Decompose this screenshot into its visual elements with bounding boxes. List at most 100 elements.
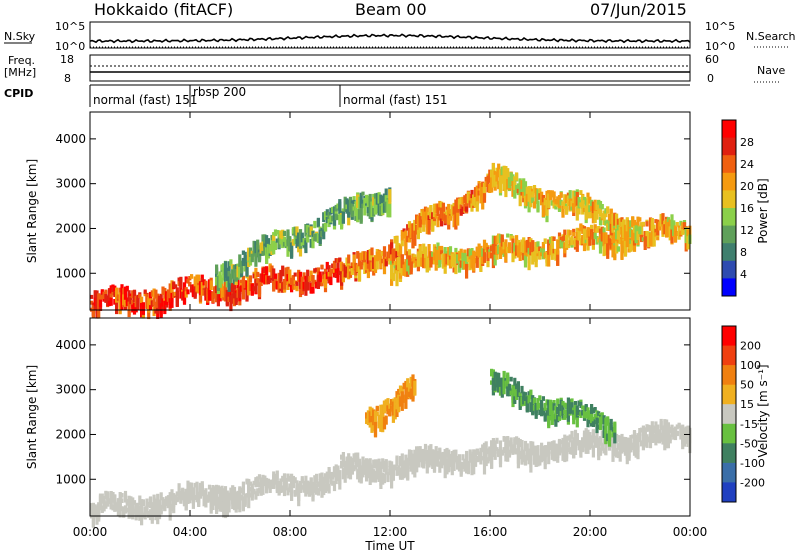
scatter-cell — [415, 225, 419, 235]
scatter-cell — [404, 454, 408, 467]
scatter-cell — [531, 191, 535, 198]
scatter-cell — [604, 232, 608, 244]
scatter-cell — [231, 488, 235, 505]
scatter-cell — [565, 194, 569, 204]
scatter-cell — [575, 240, 579, 252]
scatter-cell — [598, 201, 603, 210]
scatter-cell — [473, 197, 478, 208]
scatter-cell — [493, 252, 497, 266]
scatter-cell — [595, 211, 599, 220]
scatter-cell — [390, 242, 394, 256]
scatter-cell — [590, 413, 594, 424]
scatter-cell — [375, 459, 379, 467]
scatter-cell — [327, 265, 331, 272]
scatter-cell — [518, 450, 522, 459]
scatter-cell — [322, 212, 326, 222]
scatter-cell — [323, 222, 328, 232]
scatter-cell — [272, 268, 276, 281]
scatter-cell — [543, 402, 547, 411]
colorbar-frame — [721, 325, 737, 503]
scatter-cell — [413, 219, 417, 235]
scatter-cell — [331, 215, 335, 222]
scatter-cell — [622, 232, 626, 246]
scatter-cell — [525, 186, 529, 200]
scatter-cell — [563, 198, 567, 205]
scatter-cell — [604, 211, 608, 218]
scatter-cell — [332, 480, 337, 492]
scatter-cell — [222, 263, 226, 270]
scatter-cell — [686, 425, 690, 435]
scatter-cell — [282, 230, 287, 236]
scatter-cell — [457, 198, 462, 206]
scatter-cell — [220, 485, 224, 501]
scatter-cell — [257, 282, 262, 298]
scatter-cell — [557, 239, 562, 249]
scatter-cell — [495, 439, 499, 444]
scatter-cell — [434, 213, 438, 219]
scatter-cell — [236, 499, 240, 510]
scatter-cell — [118, 492, 122, 507]
scatter-cell — [540, 448, 544, 456]
scatter-cell — [452, 214, 456, 228]
scatter-cell — [345, 257, 349, 265]
scatter-cell — [459, 197, 463, 204]
scatter-cell — [232, 265, 237, 280]
scatter-cell — [577, 199, 581, 209]
scatter-cell — [366, 195, 370, 208]
scatter-cell — [382, 473, 387, 484]
scatter-cell — [256, 488, 260, 497]
scatter-cell — [343, 468, 347, 483]
scatter-cell — [415, 260, 419, 267]
scatter-cell — [331, 206, 335, 213]
scatter-cell — [209, 500, 213, 514]
scatter-cell — [673, 225, 678, 237]
scatter-cell — [645, 221, 649, 227]
scatter-cell — [656, 430, 660, 438]
scatter-cell — [165, 497, 169, 503]
scatter-cell — [395, 270, 399, 287]
scatter-cell — [382, 203, 387, 213]
scatter-cell — [377, 203, 381, 216]
nsky-label: N.Sky — [4, 30, 36, 43]
scatter-cell — [379, 254, 383, 264]
scatter-cell — [632, 225, 637, 233]
scatter-cell — [466, 248, 470, 257]
scatter-cell — [623, 224, 628, 241]
scatter-cell — [266, 482, 270, 489]
scatter-cell — [265, 235, 269, 251]
scatter-cell — [475, 247, 479, 260]
scatter-cell — [298, 287, 303, 298]
scatter-cell — [322, 278, 326, 284]
scatter-cell — [275, 482, 279, 494]
scatter-cell — [423, 256, 428, 269]
scatter-cell — [527, 391, 531, 400]
scatter-cell — [359, 261, 363, 270]
scatter-cell — [241, 280, 245, 295]
scatter-cell — [206, 288, 210, 303]
scatter-cell — [327, 220, 331, 228]
scatter-cell — [397, 388, 401, 400]
scatter-cell — [384, 259, 388, 267]
colorbar-swatch — [722, 225, 736, 244]
scatter-cell — [245, 280, 249, 293]
scatter-cell — [290, 473, 294, 486]
scatter-cell — [572, 240, 576, 245]
scatter-cell — [138, 293, 142, 299]
scatter-cell — [432, 244, 437, 253]
scatter-cell — [400, 391, 404, 403]
scatter-cell — [600, 412, 604, 419]
scatter-cell — [561, 236, 565, 244]
scatter-cell — [466, 466, 470, 475]
scatter-cell — [341, 211, 345, 224]
scatter-cell — [445, 209, 449, 216]
scatter-cell — [116, 500, 120, 512]
scatter-cell — [307, 483, 312, 491]
scatter-cell — [513, 242, 517, 252]
scatter-cell — [566, 442, 570, 448]
colorbar-tick-label: -200 — [740, 476, 765, 489]
scatter-cell — [582, 200, 587, 205]
scatter-cell — [186, 278, 190, 284]
scatter-cell — [273, 473, 278, 480]
scatter-cell — [570, 430, 574, 439]
scatter-cell — [431, 219, 435, 231]
